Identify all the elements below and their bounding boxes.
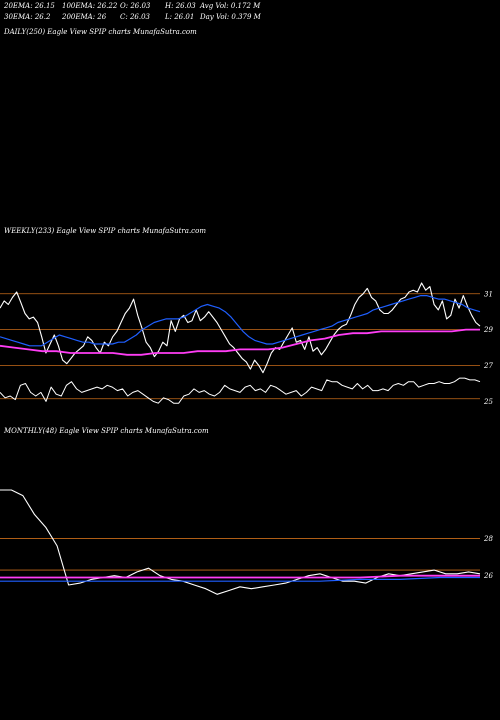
volume-series-line — [0, 377, 481, 404]
stat-ema30: 30EMA: 26.2 — [4, 13, 51, 21]
daily-panel-label: DAILY(250) Eagle View SPIP charts Munafa… — [4, 28, 197, 36]
y-tick-label: 26 — [483, 572, 493, 580]
stat-ema200: 200EMA: 26 — [62, 13, 107, 21]
stat-open: O: 26.03 — [120, 2, 151, 10]
monthly-panel-label: MONTHLY(48) Eagle View SPIP charts Munaf… — [4, 427, 209, 435]
ema-slow-series-line — [0, 328, 480, 356]
ema-fast-series-line — [0, 576, 480, 582]
stat-close: C: 26.03 — [120, 13, 150, 21]
stat-ema100: 100EMA: 26.22 — [62, 2, 118, 10]
price-series-line — [0, 282, 481, 374]
weekly-chart: 31 29 27 25 — [0, 282, 493, 406]
y-tick-label: 31 — [484, 290, 493, 298]
stat-avgvol: Avg Vol: 0.172 M — [200, 2, 261, 10]
stat-high: H: 26.03 — [165, 2, 196, 10]
weekly-panel-label: WEEKLY(233) Eagle View SPIP charts Munaf… — [4, 227, 206, 235]
stat-low: L: 26.01 — [165, 13, 195, 21]
monthly-chart: 28 26 — [0, 489, 493, 595]
y-tick-label: 27 — [483, 362, 493, 370]
y-tick-label: 25 — [483, 398, 493, 406]
ema-slow-series-line — [0, 574, 480, 579]
stat-dayvol: Day Vol: 0.379 M — [200, 13, 261, 21]
y-tick-label: 28 — [483, 535, 493, 543]
ema-fast-series-line — [0, 295, 481, 347]
y-tick-label: 29 — [483, 326, 493, 334]
stat-ema20: 20EMA: 26.15 — [4, 2, 55, 10]
